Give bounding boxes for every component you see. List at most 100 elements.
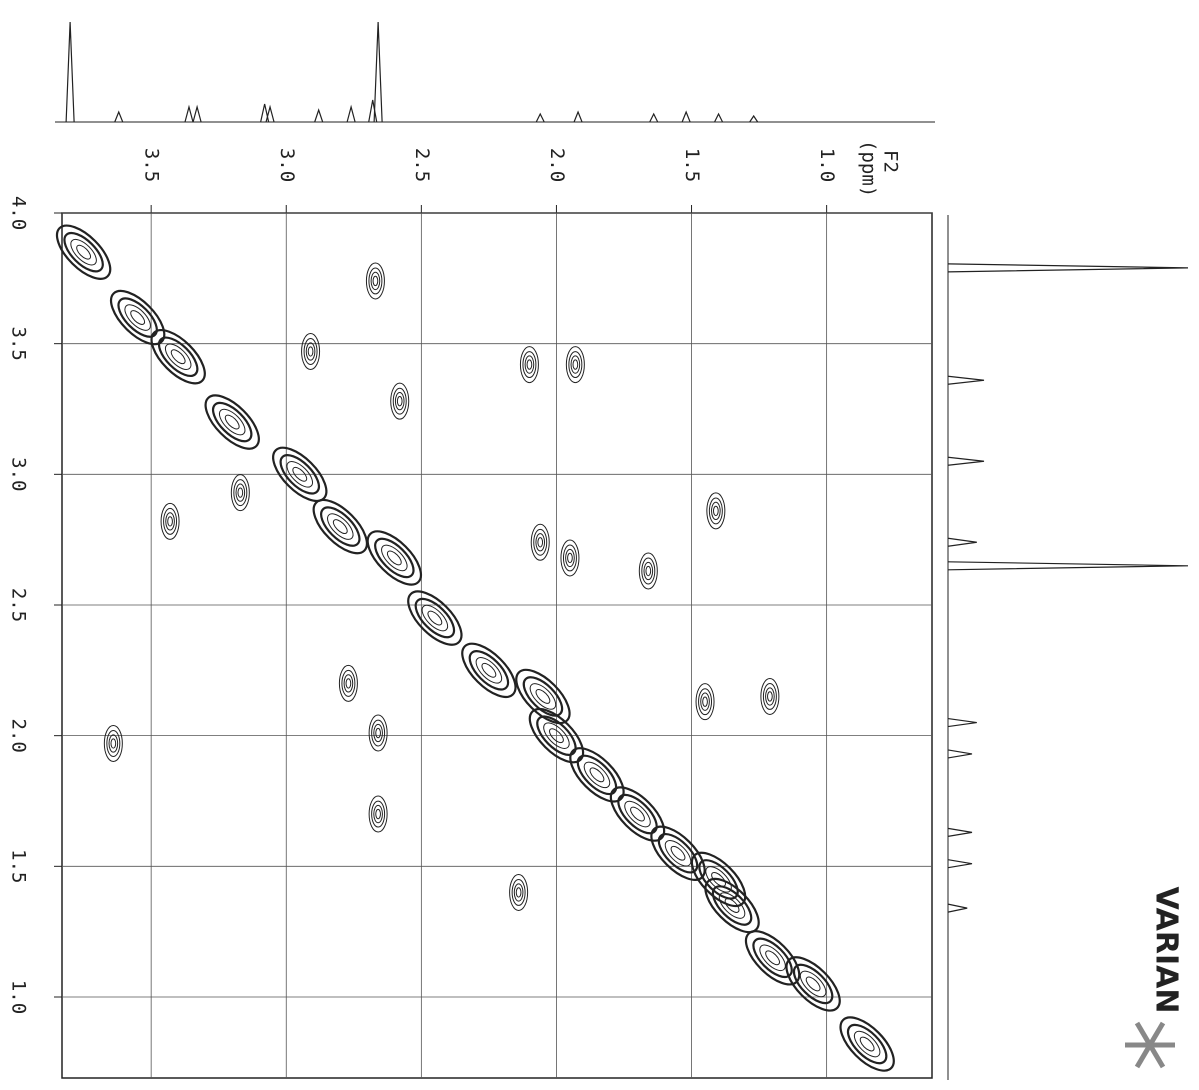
peak — [519, 346, 539, 384]
x-axis-label: F2 — [880, 150, 902, 173]
contour-line — [233, 479, 248, 507]
contour-line — [706, 492, 726, 530]
plot-frame — [61, 212, 933, 1079]
f2-peak — [649, 112, 659, 123]
peak — [150, 329, 206, 385]
contour-line — [307, 346, 314, 357]
contour-line — [165, 512, 175, 531]
contour-line — [55, 224, 112, 280]
brand-logo — [1125, 1021, 1175, 1069]
contour-line — [509, 873, 529, 911]
contour-line — [695, 683, 715, 721]
y-tick-label: 3.0 — [8, 457, 30, 491]
peak — [638, 552, 658, 590]
contour-line — [368, 267, 383, 295]
f1-peak — [947, 537, 977, 547]
contour-line — [292, 466, 308, 482]
contour-line — [163, 507, 178, 535]
contour-line — [524, 355, 535, 374]
contour-line — [589, 767, 605, 783]
contour-line — [513, 883, 524, 902]
contour-line — [572, 359, 579, 370]
f2-peak — [714, 112, 724, 123]
contour-line — [150, 329, 206, 385]
contour-line — [286, 461, 314, 488]
f2-peak — [749, 114, 759, 123]
peak — [312, 498, 368, 555]
contour-line — [366, 530, 422, 586]
peak — [785, 956, 841, 1012]
contour-line — [375, 727, 381, 739]
f2-peak — [573, 110, 583, 123]
contour-line — [708, 497, 723, 525]
peak — [368, 795, 388, 833]
contour-line — [108, 734, 119, 753]
contour-line — [374, 537, 415, 579]
contour-line — [370, 271, 381, 291]
x-tick-label: 3.0 — [276, 148, 298, 182]
y-tick-label: 2.0 — [8, 718, 30, 752]
x-axis-unit: (ppm) — [858, 140, 880, 197]
contour-line — [407, 590, 463, 646]
contour-line — [670, 845, 686, 861]
contour-line — [522, 351, 537, 379]
contour-line — [799, 970, 827, 998]
peak — [103, 724, 123, 762]
contour-line — [70, 238, 97, 266]
contour-line — [365, 262, 385, 300]
x-tick-label: 1.5 — [681, 148, 703, 182]
contour-line — [375, 808, 381, 820]
contour-line — [839, 1016, 895, 1072]
contour-line — [305, 342, 316, 361]
contour-line — [565, 548, 575, 568]
f1-peak — [947, 717, 977, 728]
contour-line — [713, 505, 719, 517]
contour-line — [846, 1023, 888, 1065]
x-tick-label: 2.5 — [411, 148, 433, 182]
contour-line — [526, 359, 533, 370]
contour-line — [332, 519, 348, 535]
contour-line — [562, 544, 577, 572]
contour-line — [110, 738, 117, 749]
contour-line — [461, 642, 517, 698]
f2-peak — [114, 110, 124, 123]
contour-line — [537, 537, 544, 548]
f1-peak — [947, 827, 973, 837]
contour-line — [630, 806, 645, 822]
contour-line — [224, 414, 240, 430]
peak — [609, 786, 666, 842]
peak — [530, 523, 550, 561]
contour-line — [338, 664, 358, 702]
f1-peak — [947, 561, 1189, 571]
peak — [407, 590, 463, 646]
peak — [560, 539, 580, 577]
contour-line — [394, 392, 405, 411]
contour-line — [638, 552, 658, 590]
peak — [204, 394, 260, 450]
contour-line — [373, 804, 383, 824]
contour-line — [519, 346, 539, 384]
f2-peak — [184, 104, 194, 123]
contour-line — [76, 244, 92, 260]
f2-peak — [681, 110, 691, 123]
contour-line — [609, 786, 666, 842]
contour-line — [167, 516, 173, 527]
f1-peak — [947, 456, 985, 466]
contour-line — [530, 523, 550, 561]
contour-line — [372, 275, 379, 287]
contour-line — [515, 887, 522, 898]
contour-line — [657, 833, 699, 874]
peak — [230, 474, 250, 512]
contour-line — [386, 550, 402, 566]
contour-line — [373, 723, 383, 743]
contour-line — [645, 565, 652, 577]
contour-line — [567, 552, 573, 564]
contour-line — [752, 937, 793, 979]
contour-line — [805, 976, 821, 992]
contour-line — [157, 336, 199, 377]
f1-peak — [947, 263, 1189, 273]
contour-line — [641, 557, 656, 585]
f1-peak — [947, 903, 968, 913]
contour-line — [700, 692, 710, 711]
contour-line — [533, 528, 548, 556]
